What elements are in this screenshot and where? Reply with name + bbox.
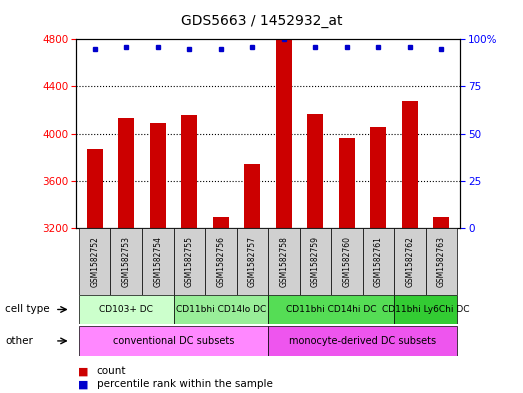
Bar [434, 217, 449, 228]
Text: conventional DC subsets: conventional DC subsets [113, 336, 234, 346]
Text: GDS5663 / 1452932_at: GDS5663 / 1452932_at [181, 14, 342, 28]
Bar [110, 228, 142, 295]
Text: GSM1582762: GSM1582762 [405, 236, 414, 287]
Bar [79, 295, 174, 324]
Text: other: other [5, 336, 33, 346]
Bar [362, 228, 394, 295]
Text: CD11bhi CD14hi DC: CD11bhi CD14hi DC [286, 305, 377, 314]
Text: percentile rank within the sample: percentile rank within the sample [97, 379, 272, 389]
Text: CD11bhi CD14lo DC: CD11bhi CD14lo DC [176, 305, 266, 314]
Bar [174, 228, 205, 295]
Bar [426, 228, 457, 295]
Text: monocyte-derived DC subsets: monocyte-derived DC subsets [289, 336, 436, 346]
Text: GSM1582753: GSM1582753 [122, 236, 131, 287]
Text: GSM1582758: GSM1582758 [279, 236, 288, 287]
Text: GSM1582759: GSM1582759 [311, 236, 320, 287]
Bar [370, 127, 386, 228]
Bar [87, 149, 103, 228]
Text: CD11bhi Ly6Chi DC: CD11bhi Ly6Chi DC [382, 305, 469, 314]
Bar [244, 164, 260, 228]
Bar [331, 228, 362, 295]
Bar [276, 40, 292, 228]
Bar [79, 326, 268, 356]
Text: ■: ■ [78, 366, 89, 376]
Text: GSM1582755: GSM1582755 [185, 236, 194, 287]
Bar [79, 228, 110, 295]
Text: count: count [97, 366, 126, 376]
Bar [174, 295, 268, 324]
Bar [308, 114, 323, 228]
Text: GSM1582756: GSM1582756 [217, 236, 225, 287]
Text: GSM1582761: GSM1582761 [374, 236, 383, 287]
Text: GSM1582752: GSM1582752 [90, 236, 99, 287]
Text: CD103+ DC: CD103+ DC [99, 305, 153, 314]
Bar [268, 326, 457, 356]
Text: ■: ■ [78, 379, 89, 389]
Bar [394, 228, 426, 295]
Bar [213, 217, 229, 228]
Bar [268, 295, 394, 324]
Bar [402, 101, 418, 228]
Text: GSM1582760: GSM1582760 [343, 236, 351, 287]
Bar [150, 123, 166, 228]
Bar [181, 115, 197, 228]
Text: GSM1582757: GSM1582757 [248, 236, 257, 287]
Bar [142, 228, 174, 295]
Bar [118, 118, 134, 228]
Bar [205, 228, 236, 295]
Bar [339, 138, 355, 228]
Bar [268, 228, 300, 295]
Bar [300, 228, 331, 295]
Text: cell type: cell type [5, 305, 50, 314]
Text: GSM1582763: GSM1582763 [437, 236, 446, 287]
Bar [236, 228, 268, 295]
Bar [394, 295, 457, 324]
Text: GSM1582754: GSM1582754 [153, 236, 162, 287]
